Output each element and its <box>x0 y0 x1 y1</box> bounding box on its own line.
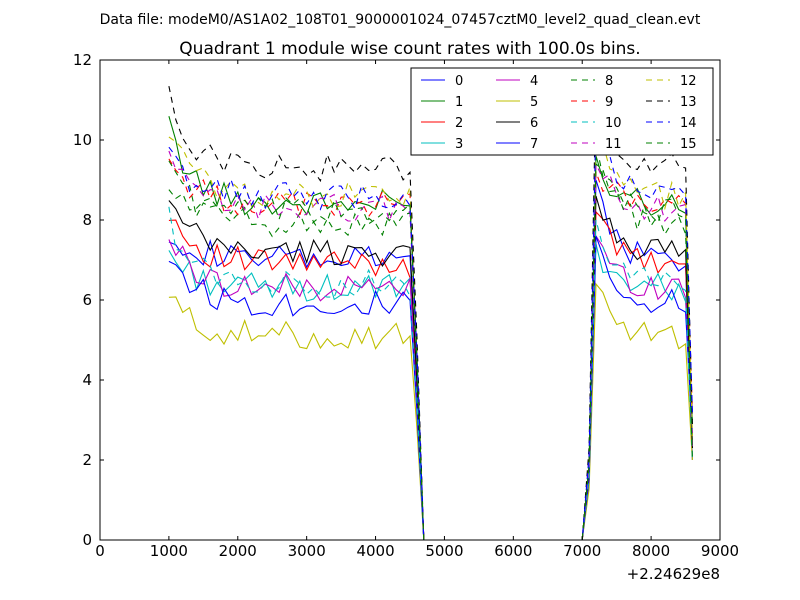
legend-label: 8 <box>605 74 613 89</box>
y-tick-label: 6 <box>82 291 92 309</box>
legend-label: 7 <box>530 137 538 152</box>
series-line-8 <box>168 143 693 541</box>
legend-label: 9 <box>605 95 613 110</box>
y-tick-label: 0 <box>82 531 92 549</box>
legend-label: 3 <box>455 137 463 152</box>
series-line-9 <box>168 158 693 541</box>
series-line-13 <box>168 75 693 541</box>
legend-label: 4 <box>530 74 538 89</box>
series-line-10 <box>168 206 693 541</box>
x-tick-label: 4000 <box>356 542 394 560</box>
x-tick-label: 3000 <box>288 542 326 560</box>
legend-label: 14 <box>680 116 697 131</box>
x-tick-label: 1000 <box>150 542 188 560</box>
series-line-2 <box>168 210 693 541</box>
series-line-15 <box>168 162 693 541</box>
x-offset-label: +2.24629e8 <box>627 565 720 583</box>
legend-label: 15 <box>680 137 697 152</box>
y-tick-label: 2 <box>82 451 92 469</box>
legend-label: 10 <box>605 116 622 131</box>
ticks-layer: 0 1000 2000 3000 4000 5000 6000 7000 8000 9000 0 2 4… <box>73 51 739 560</box>
x-tick-label: 5000 <box>425 542 463 560</box>
x-tick-label: 7000 <box>563 542 601 560</box>
legend-label: 2 <box>455 116 463 131</box>
legend-label: 0 <box>455 74 463 89</box>
figure-suptitle: Data file: modeM0/AS1A02_108T01_90000010… <box>100 12 701 28</box>
series-line-7 <box>168 235 693 541</box>
y-tick-label: 10 <box>73 131 92 149</box>
y-tick-label: 8 <box>82 211 92 229</box>
legend-label: 11 <box>605 137 622 152</box>
legend-box <box>410 67 714 156</box>
legend-label: 12 <box>680 74 697 89</box>
legend-label: 13 <box>680 95 697 110</box>
chart-title: Quadrant 1 module wise count rates with … <box>179 39 640 59</box>
series-line-3 <box>168 243 693 541</box>
x-tick-label: 8000 <box>632 542 670 560</box>
series-line-6 <box>168 195 693 541</box>
legend-label: 6 <box>530 116 538 131</box>
x-tick-label: 6000 <box>494 542 532 560</box>
series-line-5 <box>168 282 693 541</box>
series-line-12 <box>168 134 693 541</box>
x-tick-label: 9000 <box>701 542 739 560</box>
x-tick-label: 0 <box>95 542 105 560</box>
y-tick-label: 4 <box>82 371 92 389</box>
legend-label: 1 <box>455 95 463 110</box>
x-tick-label: 2000 <box>219 542 257 560</box>
series-line-11 <box>168 150 693 541</box>
y-tick-label: 12 <box>73 51 92 69</box>
series-layer <box>168 75 693 541</box>
series-line-4 <box>168 234 693 541</box>
legend-label: 5 <box>530 95 538 110</box>
